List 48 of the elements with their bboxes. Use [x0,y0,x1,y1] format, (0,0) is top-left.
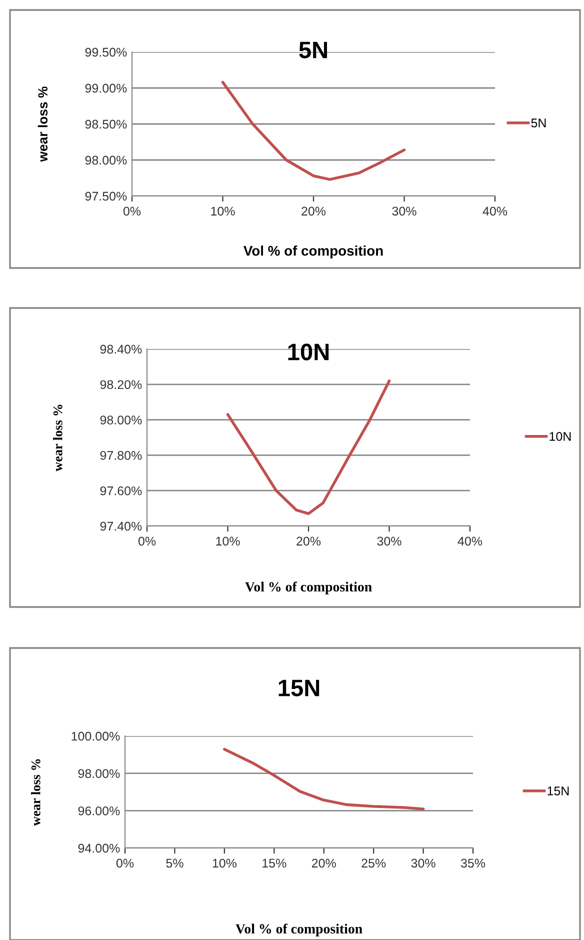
x-tick-label: 10% [211,206,235,216]
x-tick-label: 35% [460,858,486,868]
x-tick-label: 10% [216,536,240,546]
y-tick-label: 98.00% [78,769,120,778]
y-tick-label: 98.50% [85,120,127,129]
y-tick-label: 98.00% [85,156,127,165]
chart-title: 10N [288,344,329,360]
x-tick-label: 0% [123,206,141,216]
x-tick-label: 25% [362,858,386,868]
x-tick-label: 10% [212,858,236,868]
y-axis-title: wear loss % [53,404,62,472]
x-tick-label: 30% [392,206,416,216]
y-tick-label: 97.40% [100,522,142,531]
x-tick-label: 15% [262,858,286,868]
x-tick-label: 20% [302,206,326,216]
y-tick-label: 94.00% [78,844,120,853]
line-series [226,379,391,515]
chart-title: 15N [278,680,320,696]
x-axis-title: Vol % of composition [236,924,362,936]
legend-label: 10N [550,432,571,441]
x-tick-label: 20% [296,536,321,546]
y-tick-label: 98.20% [100,380,142,390]
x-tick-label: 5% [166,858,184,868]
y-tick-label: 97.80% [100,451,142,460]
chart-title: 5N [299,42,327,58]
x-tick-label: 30% [377,536,402,546]
y-tick-label: 97.60% [100,486,142,496]
y-axis-title: wear loss % [38,86,48,162]
y-tick-label: 99.50% [85,48,127,57]
y-tick-label: 96.00% [78,806,120,816]
x-tick-label: 40% [482,206,508,216]
x-axis-title: Vol % of composition [244,246,383,258]
legend-label: 15N [548,786,569,796]
line-series [223,748,425,810]
y-tick-label: 97.50% [85,192,127,201]
y-tick-label: 100.00% [72,732,120,741]
x-tick-label: 40% [458,536,482,546]
x-tick-label: 0% [116,858,134,868]
y-tick-label: 99.00% [85,84,127,93]
legend-label: 5N [531,118,546,128]
y-tick-label: 98.40% [100,344,142,354]
y-tick-label: 98.00% [100,416,142,424]
x-axis-title: Vol % of composition [245,582,372,594]
y-axis-title: wear loss % [31,759,40,826]
x-tick-label: 30% [411,858,436,868]
line-series [221,80,406,181]
x-tick-label: 20% [312,858,336,868]
x-tick-label: 0% [138,536,156,546]
